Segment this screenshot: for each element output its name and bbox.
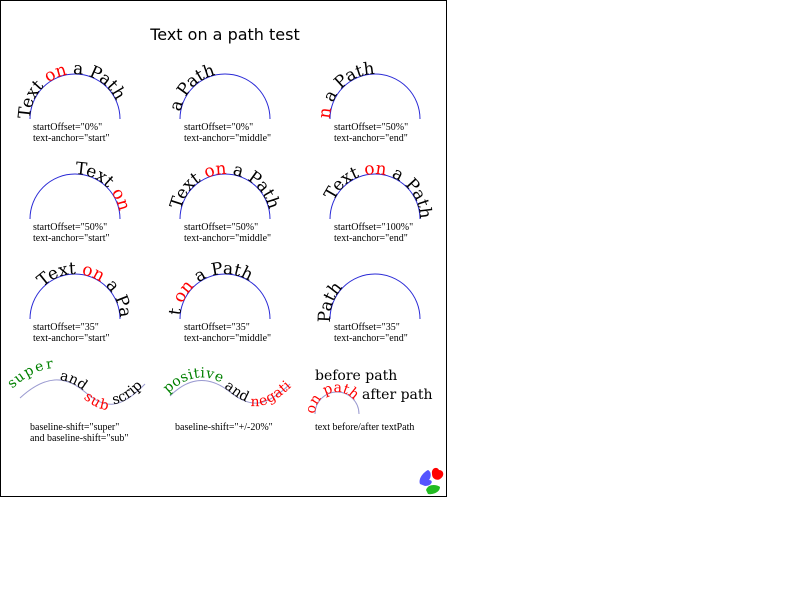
cell-7-label-2: text-anchor="start" <box>33 333 110 344</box>
cell-1-label-2: text-anchor="start" <box>33 133 110 144</box>
cell-5-label-1: startOffset="50%" <box>184 222 258 233</box>
cell-8-label-2: text-anchor="middle" <box>184 333 271 344</box>
cell-9-label-2: text-anchor="end" <box>334 333 408 344</box>
cell-2-label-2: text-anchor="middle" <box>184 133 271 144</box>
cell-3-label-2: text-anchor="end" <box>334 133 408 144</box>
cell-6-label-2: text-anchor="end" <box>334 233 408 244</box>
cell-10-label-2: and baseline-shift="sub" <box>30 433 129 444</box>
cell-11-label-1: baseline-shift="+/-20%" <box>175 422 273 433</box>
test-frame <box>0 0 447 497</box>
cell-4-label-1: startOffset="50%" <box>33 222 107 233</box>
text-before-path: before path <box>315 368 397 384</box>
text-after-path: after path <box>362 387 433 403</box>
cell-12-label-1: text before/after textPath <box>315 422 414 433</box>
cell-4-label-2: text-anchor="start" <box>33 233 110 244</box>
cell-7-label-1: startOffset="35" <box>33 322 99 333</box>
cell-9-label-1: startOffset="35" <box>334 322 400 333</box>
cell-8-label-1: startOffset="35" <box>184 322 250 333</box>
cell-2-label-1: startOffset="0%" <box>184 122 253 133</box>
cell-3-label-1: startOffset="50%" <box>334 122 408 133</box>
cell-10-label-1: baseline-shift="super" <box>30 422 119 433</box>
cell-1-label-1: startOffset="0%" <box>33 122 102 133</box>
batik-splash-icon <box>419 467 444 495</box>
cell-6-label-1: startOffset="100%" <box>334 222 413 233</box>
page-title: Text on a path test <box>149 25 300 44</box>
cell-5-label-2: text-anchor="middle" <box>184 233 271 244</box>
